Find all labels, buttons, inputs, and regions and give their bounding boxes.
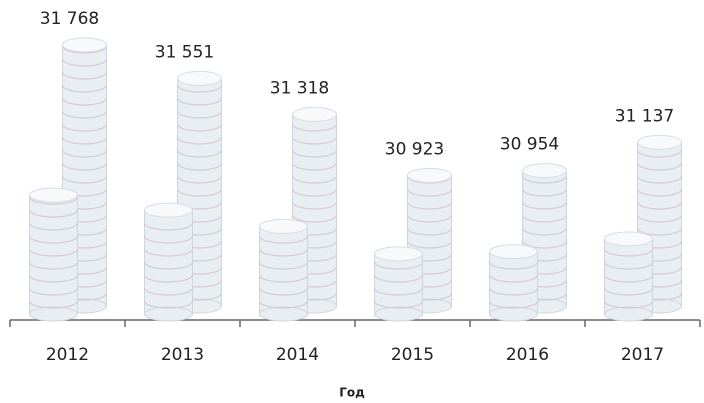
value-label: 30 954 — [500, 135, 559, 155]
value-label: 31 768 — [40, 9, 99, 29]
coin-top — [63, 38, 107, 52]
coin-top — [605, 232, 653, 246]
coin-bottom — [260, 307, 308, 321]
x-tick-label: 2015 — [391, 345, 434, 365]
coin-top — [638, 135, 682, 149]
x-tick-label: 2013 — [161, 345, 204, 365]
coin-top — [145, 203, 193, 217]
coin-stack — [145, 71, 222, 321]
x-axis-title: Год — [339, 386, 365, 400]
coin-top — [523, 164, 567, 178]
coin-bottom — [490, 307, 538, 321]
value-label: 31 551 — [155, 42, 214, 62]
coin-stack — [260, 107, 337, 321]
value-label: 31 137 — [615, 106, 674, 126]
coin-top — [293, 107, 337, 121]
coin-top — [375, 247, 423, 261]
coin-stack — [605, 135, 682, 321]
x-tick-label: 2014 — [276, 345, 319, 365]
coin-top — [490, 245, 538, 259]
coin-top — [260, 219, 308, 233]
coin-stack — [30, 38, 107, 321]
coin-stack — [490, 164, 567, 321]
coin-top — [178, 71, 222, 85]
coin-body — [260, 226, 308, 314]
x-tick-label: 2017 — [621, 345, 664, 365]
value-label: 30 923 — [385, 139, 444, 159]
chart: Год 31 768 2012 31 551 2013 31 318 2014 30 923… — [0, 0, 704, 403]
coin-bottom — [30, 307, 78, 321]
coin-bottom — [605, 307, 653, 321]
coin-body — [375, 254, 423, 314]
value-label: 31 318 — [270, 78, 329, 98]
coin-bottom — [375, 307, 423, 321]
coin-body — [490, 252, 538, 314]
coin-body — [605, 239, 653, 314]
x-tick-label: 2016 — [506, 345, 549, 365]
coin-top — [30, 188, 78, 202]
x-tick-label: 2012 — [46, 345, 89, 365]
coin-stack — [375, 168, 452, 321]
coin-body — [145, 210, 193, 314]
coin-top — [408, 168, 452, 182]
coin-bottom — [145, 307, 193, 321]
